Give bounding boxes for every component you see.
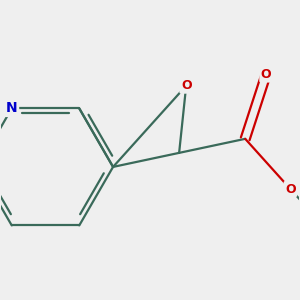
Text: O: O: [261, 68, 272, 81]
Text: N: N: [6, 101, 17, 116]
Text: O: O: [181, 79, 191, 92]
Text: O: O: [285, 182, 296, 196]
